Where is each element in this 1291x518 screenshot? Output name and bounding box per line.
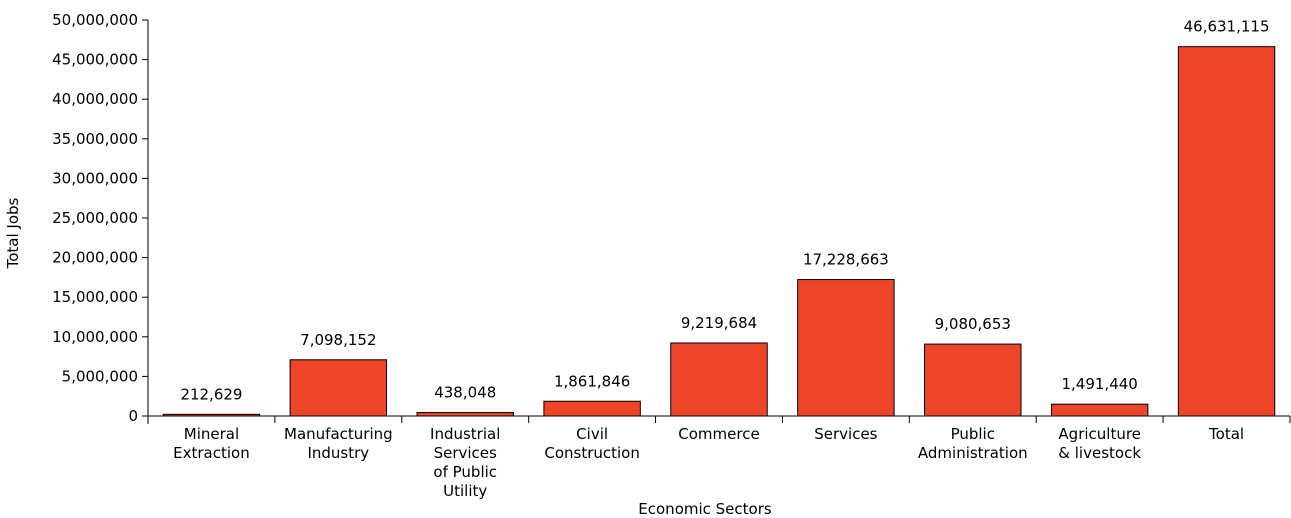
y-tick-label: 45,000,000 bbox=[52, 51, 138, 69]
bar-value-label: 7,098,152 bbox=[300, 331, 376, 349]
bar-value-label: 1,861,846 bbox=[554, 372, 630, 390]
x-category-label-line: Mineral bbox=[184, 425, 239, 443]
y-tick-label: 10,000,000 bbox=[52, 328, 138, 346]
bar bbox=[289, 359, 388, 417]
y-tick-label: 50,000,000 bbox=[52, 11, 138, 29]
x-category-label: Mineral Extraction bbox=[173, 425, 250, 462]
bar-value-label: 46,631,115 bbox=[1184, 18, 1270, 36]
bar-value-label: 9,219,684 bbox=[681, 314, 757, 332]
y-tick-label: 30,000,000 bbox=[52, 169, 138, 187]
bar bbox=[924, 343, 1022, 417]
x-category-label-line: Industry bbox=[307, 444, 369, 462]
bar bbox=[1050, 403, 1149, 417]
x-category-label: Manufacturing Industry bbox=[284, 425, 393, 462]
y-tick-label: 25,000,000 bbox=[52, 209, 138, 227]
data-labels: 212,629 7,098,152 438,048 1,861,846 9,219,68… bbox=[180, 18, 1269, 404]
x-category-label-line: Utility bbox=[443, 482, 487, 500]
y-axis-title: Total Jobs bbox=[4, 197, 22, 269]
bar-value-label: 212,629 bbox=[180, 385, 242, 403]
bar bbox=[162, 413, 261, 417]
y-tick-label: 0 bbox=[128, 407, 138, 425]
x-category-label: Total bbox=[1208, 425, 1244, 443]
bar-value-label: 17,228,663 bbox=[803, 251, 889, 269]
x-category-label-line: Construction bbox=[544, 444, 640, 462]
bar-value-label: 1,491,440 bbox=[1061, 375, 1137, 393]
x-category-label: Civil Construction bbox=[544, 425, 640, 462]
bar-value-label: 9,080,653 bbox=[935, 315, 1011, 333]
x-category-label-line: Extraction bbox=[173, 444, 250, 462]
x-category-label-line: Services bbox=[814, 425, 877, 443]
y-tick-label: 15,000,000 bbox=[52, 288, 138, 306]
y-axis: 0 5,000,000 10,000,000 15,000,000 20,000,000… bbox=[52, 11, 149, 425]
bar bbox=[1177, 46, 1276, 417]
bars bbox=[162, 46, 1276, 417]
x-category-label-line: Industrial bbox=[430, 425, 500, 443]
x-category-label-line: Commerce bbox=[678, 425, 759, 443]
bar bbox=[797, 279, 895, 417]
x-category-label-line: Manufacturing bbox=[284, 425, 393, 443]
bar bbox=[543, 400, 641, 417]
y-tick-label: 5,000,000 bbox=[62, 367, 138, 385]
x-category-label-line: Administration bbox=[918, 444, 1028, 462]
y-tick-label: 40,000,000 bbox=[52, 90, 138, 108]
x-category-label-line: of Public bbox=[433, 463, 497, 481]
x-category-label: Industrial Services of Public Utility bbox=[430, 425, 500, 500]
x-category-label-line: Total bbox=[1208, 425, 1244, 443]
bar-value-label: 438,048 bbox=[434, 384, 496, 402]
y-tick-label: 20,000,000 bbox=[52, 249, 138, 267]
x-category-label: Public Administration bbox=[918, 425, 1028, 462]
y-tick-label: 35,000,000 bbox=[52, 130, 138, 148]
x-category-label-line: Civil bbox=[576, 425, 608, 443]
x-category-label: Services bbox=[814, 425, 877, 443]
x-category-label-line: Services bbox=[434, 444, 497, 462]
x-category-label: Commerce bbox=[678, 425, 759, 443]
x-category-label: Agriculture & livestock bbox=[1058, 425, 1141, 462]
x-category-label-line: Agriculture bbox=[1058, 425, 1141, 443]
bar bbox=[416, 412, 514, 417]
x-category-label-line: & livestock bbox=[1058, 444, 1141, 462]
bar bbox=[670, 342, 768, 417]
x-axis-title: Economic Sectors bbox=[638, 500, 772, 518]
x-category-label-line: Public bbox=[951, 425, 995, 443]
